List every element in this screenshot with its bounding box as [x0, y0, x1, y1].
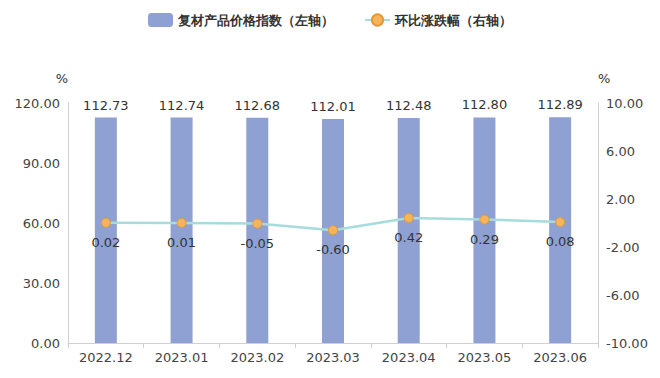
svg-text:112.80: 112.80: [462, 97, 508, 112]
svg-text:-2.00: -2.00: [606, 240, 640, 255]
svg-text:%: %: [598, 71, 610, 86]
svg-text:112.48: 112.48: [386, 98, 432, 113]
svg-text:2023.03: 2023.03: [306, 350, 360, 365]
svg-text:2022.12: 2022.12: [79, 350, 133, 365]
svg-text:2023.06: 2023.06: [533, 350, 587, 365]
svg-text:0.29: 0.29: [470, 232, 499, 247]
svg-text:2023.02: 2023.02: [230, 350, 284, 365]
svg-text:2023.04: 2023.04: [382, 350, 436, 365]
svg-text:复材产品价格指数（左轴）: 复材产品价格指数（左轴）: [177, 13, 334, 28]
svg-text:30.00: 30.00: [23, 276, 60, 291]
svg-text:0.42: 0.42: [394, 230, 423, 245]
svg-text:-10.00: -10.00: [606, 336, 648, 351]
svg-text:10.00: 10.00: [606, 96, 643, 111]
svg-text:2.00: 2.00: [606, 192, 635, 207]
svg-text:112.74: 112.74: [159, 98, 205, 113]
svg-text:0.08: 0.08: [546, 234, 575, 249]
svg-text:112.01: 112.01: [310, 99, 356, 114]
svg-text:-6.00: -6.00: [606, 288, 640, 303]
svg-text:112.89: 112.89: [537, 97, 583, 112]
svg-text:0.02: 0.02: [91, 235, 120, 250]
svg-text:60.00: 60.00: [23, 216, 60, 231]
svg-text:0.00: 0.00: [31, 336, 60, 351]
svg-text:0.01: 0.01: [167, 235, 196, 250]
svg-text:-0.05: -0.05: [240, 236, 274, 251]
svg-text:120.00: 120.00: [15, 96, 61, 111]
svg-text:6.00: 6.00: [606, 144, 635, 159]
svg-text:2023.05: 2023.05: [458, 350, 512, 365]
svg-text:-0.60: -0.60: [316, 242, 350, 257]
svg-text:90.00: 90.00: [23, 156, 60, 171]
svg-text:%: %: [56, 71, 68, 86]
svg-text:2023.01: 2023.01: [155, 350, 209, 365]
svg-text:112.68: 112.68: [235, 98, 281, 113]
svg-text:112.73: 112.73: [83, 98, 129, 113]
svg-text:环比涨跌幅（右轴）: 环比涨跌幅（右轴）: [394, 13, 512, 28]
